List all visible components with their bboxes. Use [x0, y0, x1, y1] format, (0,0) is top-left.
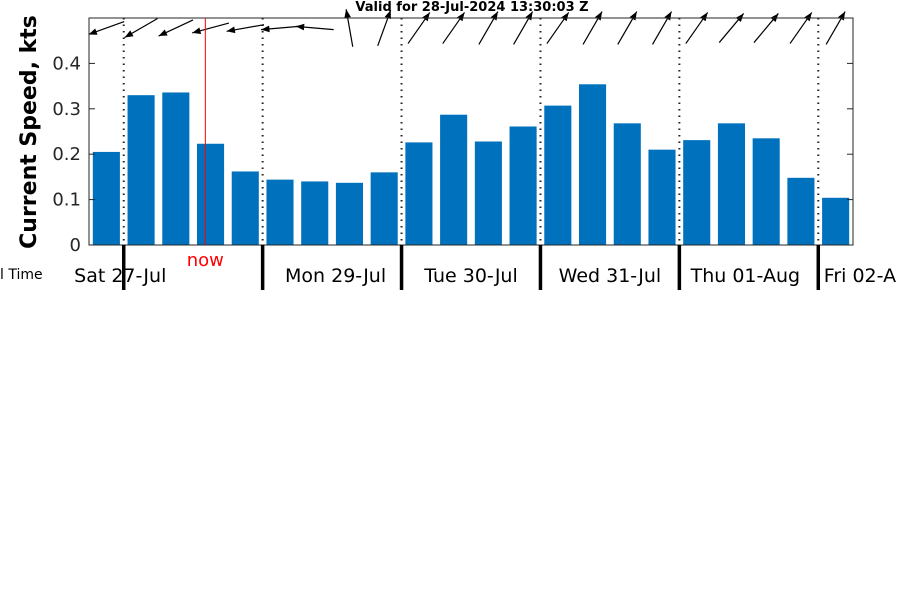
- bar: [787, 177, 815, 245]
- direction-arrow: [617, 11, 638, 45]
- bar: [683, 140, 711, 245]
- direction-arrow: [407, 12, 431, 44]
- direction-arrow: [124, 17, 158, 39]
- bar: [579, 84, 607, 245]
- chart-title: Valid for 28-Jul-2024 13:30:03 Z: [355, 0, 588, 15]
- y-axis-ticks: 0 0.1 0.2 0.3 0.4: [52, 53, 853, 256]
- day-label: Mon 29-Jul: [285, 265, 386, 287]
- bar: [613, 123, 641, 245]
- plot-frame: [88, 17, 854, 246]
- y-tick-label: 0.2: [52, 144, 81, 165]
- direction-arrow: [685, 12, 709, 44]
- bar: [266, 179, 294, 245]
- bars-layer: [92, 84, 850, 246]
- bar: [162, 92, 190, 246]
- direction-arrow: [478, 11, 499, 45]
- bar: [92, 151, 120, 245]
- day-label: Thu 01-Aug: [690, 265, 800, 287]
- bar: [474, 141, 502, 245]
- direction-arrow: [261, 25, 299, 33]
- direction-arrow: [442, 12, 466, 44]
- direction-arrow: [377, 9, 392, 47]
- bar: [822, 197, 850, 245]
- y-tick-label: 0.3: [52, 99, 81, 120]
- day-label: Tue 30-Jul: [423, 265, 518, 287]
- bar: [405, 142, 433, 245]
- y-tick-label: 0: [70, 235, 81, 256]
- bar: [717, 123, 745, 245]
- direction-arrow: [88, 20, 125, 36]
- direction-arrow: [226, 24, 265, 34]
- day-label: Sat 27-Jul: [74, 265, 166, 287]
- y-tick-label: 0.4: [52, 53, 81, 74]
- direction-arrow: [582, 11, 603, 45]
- bar: [648, 149, 676, 245]
- bar: [231, 171, 259, 245]
- now-label: now: [187, 250, 224, 271]
- x-axis-label-fragment: l Time: [0, 267, 43, 283]
- direction-arrow: [295, 23, 334, 31]
- day-label: Fri 02-A: [824, 265, 896, 287]
- day-label: Wed 31-Jul: [559, 265, 661, 287]
- direction-arrow: [192, 22, 230, 34]
- bar: [301, 181, 329, 245]
- y-tick-label: 0.1: [52, 190, 81, 211]
- direction-arrow: [825, 11, 846, 45]
- bar: [335, 182, 363, 245]
- day-axis: Sat 27-Jul Mon 29-Jul Tue 30-Jul Wed 31-Jul…: [74, 245, 896, 290]
- direction-arrow: [344, 9, 354, 47]
- y-axis-label: Current Speed, kts: [17, 15, 42, 249]
- direction-arrow: [513, 11, 534, 45]
- bar: [127, 95, 155, 246]
- bar: [440, 114, 468, 246]
- direction-arrow: [651, 11, 673, 45]
- direction-arrow: [158, 19, 194, 37]
- bar: [370, 172, 398, 245]
- day-gridlines: [122, 18, 820, 245]
- bar: [544, 105, 572, 245]
- bar: [752, 138, 780, 245]
- bar: [509, 126, 537, 245]
- direction-arrow: [546, 12, 570, 44]
- bar: [197, 143, 225, 245]
- direction-arrow: [789, 12, 813, 44]
